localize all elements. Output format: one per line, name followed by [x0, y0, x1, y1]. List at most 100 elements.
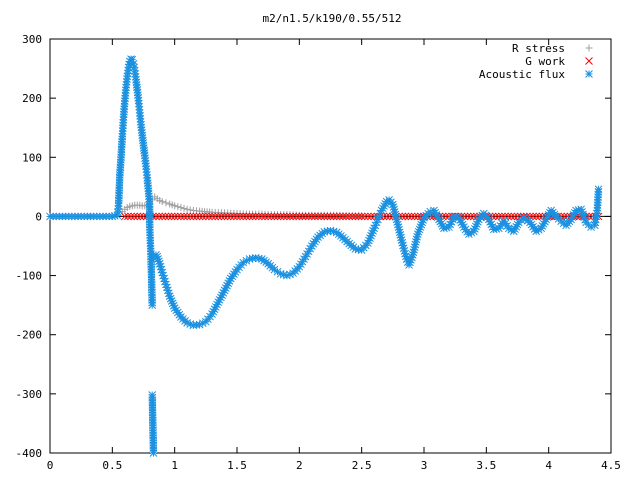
data-point: [345, 212, 354, 221]
data-point: [273, 212, 282, 221]
y-tick-label: 200: [22, 92, 42, 105]
data-point: [510, 212, 519, 221]
data-point: [594, 185, 603, 194]
data-point: [136, 212, 145, 221]
data-point: [360, 212, 369, 221]
y-tick-label: -200: [16, 329, 43, 342]
data-point: [133, 212, 142, 221]
data-point: [279, 212, 288, 221]
data-point: [364, 212, 372, 221]
data-point: [148, 301, 157, 309]
data-point: [139, 212, 148, 221]
data-point: [258, 212, 266, 221]
data-point: [155, 212, 163, 221]
data-point: [183, 212, 191, 221]
data-point: [242, 212, 251, 221]
data-point: [162, 280, 170, 289]
legend-marker: [585, 57, 593, 65]
data-point: [230, 212, 238, 221]
data-point: [152, 212, 160, 221]
x-tick-label: 3.5: [476, 459, 496, 472]
data-point: [251, 212, 260, 221]
data-point: [354, 212, 363, 221]
data-point: [317, 212, 326, 221]
data-point: [342, 212, 350, 221]
data-point: [158, 212, 167, 221]
data-point: [323, 212, 332, 221]
x-tick-label: 0.5: [102, 459, 122, 472]
data-point: [382, 212, 391, 221]
x-tick-label: 1: [171, 459, 178, 472]
y-tick-label: -300: [16, 388, 43, 401]
data-point: [211, 212, 220, 221]
data-point: [311, 212, 319, 221]
data-point: [329, 212, 338, 221]
data-point: [195, 212, 204, 221]
data-point: [264, 212, 273, 221]
series-acoustic-flux: [46, 55, 603, 457]
data-point: [298, 212, 307, 221]
data-point: [286, 212, 294, 221]
x-tick-label: 4.5: [601, 459, 621, 472]
x-tick-label: 1.5: [227, 459, 247, 472]
y-tick-label: -100: [16, 270, 43, 283]
y-tick-label: 300: [22, 33, 42, 46]
data-point: [174, 203, 182, 211]
data-point: [180, 204, 188, 212]
y-tick-label: -400: [16, 447, 43, 460]
data-point: [532, 212, 541, 221]
data-point: [239, 212, 248, 221]
plot-frame: [49, 38, 612, 454]
data-point: [205, 212, 213, 221]
data-point: [161, 212, 170, 221]
data-point: [270, 212, 279, 221]
data-point: [348, 212, 357, 221]
data-point: [410, 212, 419, 221]
data-point: [186, 212, 195, 221]
data-point: [320, 212, 329, 221]
data-point: [283, 212, 291, 221]
x-tick-label: 0: [47, 459, 54, 472]
data-point: [192, 212, 201, 221]
data-point: [177, 212, 185, 221]
data-point: [335, 212, 344, 221]
data-point: [529, 212, 537, 221]
data-point: [158, 198, 166, 206]
data-point: [160, 274, 168, 283]
data-point: [217, 212, 226, 221]
data-point: [289, 212, 297, 221]
data-point: [470, 212, 478, 221]
data-point: [307, 212, 316, 221]
data-point: [233, 212, 241, 221]
data-point: [198, 212, 207, 221]
data-point: [149, 449, 158, 457]
data-point: [130, 212, 139, 221]
data-point: [164, 212, 173, 221]
data-point: [223, 212, 232, 221]
data-point: [236, 212, 244, 221]
data-point: [162, 199, 170, 207]
data-point: [466, 212, 475, 221]
legend-marker: [585, 44, 593, 52]
data-point: [180, 212, 188, 221]
legend-marker: [585, 70, 593, 78]
data-point: [404, 212, 413, 221]
x-tick-label: 4: [545, 459, 552, 472]
data-point: [170, 212, 179, 221]
y-tick-label: 0: [35, 210, 42, 223]
data-point: [413, 212, 422, 221]
x-tick-label: 2: [296, 459, 303, 472]
axes: 0 0.5 1 1.5 2 2.5 3 3.5 4 4.5 300 200 100 0 -100 -200 -3…: [16, 33, 621, 472]
data-point: [127, 212, 135, 221]
data-point: [254, 212, 263, 221]
data-point: [339, 212, 347, 221]
data-point: [214, 212, 223, 221]
data-point: [183, 205, 191, 213]
x-tick-label: 3: [421, 459, 428, 472]
legend-label: G work: [525, 55, 565, 68]
data-point: [501, 212, 509, 221]
y-tick-label: 100: [22, 151, 42, 164]
legend-label: R stress: [512, 42, 565, 55]
data-point: [186, 206, 194, 214]
